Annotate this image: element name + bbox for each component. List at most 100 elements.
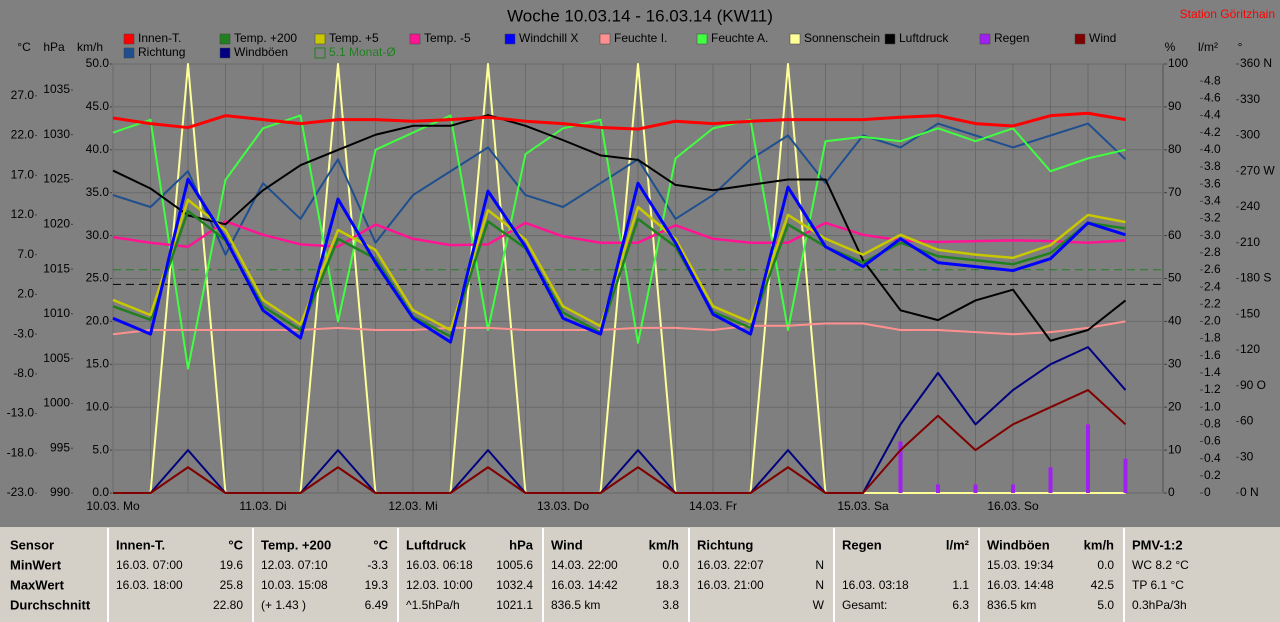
tick-label: 995 <box>50 440 70 454</box>
table-cell: 16.03. 21:00 <box>697 578 764 592</box>
tick-label: 180 S <box>1240 271 1271 285</box>
tick-label: 2.0 <box>17 287 34 301</box>
table-cell: 15.03. 19:34 <box>987 558 1054 572</box>
series-line <box>112 220 1126 248</box>
legend-swatch <box>314 33 326 45</box>
tick-label: 4.0 <box>1204 142 1221 156</box>
tick-label: 2.6 <box>1204 262 1221 276</box>
tick-label: 50.0 <box>86 56 110 70</box>
legend-label: Feuchte A. <box>711 31 768 45</box>
tick-label: 35.0 <box>86 185 110 199</box>
column-header: Richtung <box>697 537 753 552</box>
table-cell: 1021.1 <box>496 598 533 612</box>
column-header: PMV-1:2 <box>1132 537 1183 552</box>
x-tick-label: 11.03. Di <box>239 499 286 513</box>
tick-label: 30 <box>1168 356 1182 370</box>
tick-label: 0 <box>1204 485 1211 499</box>
table-cell: N <box>815 578 824 592</box>
tick-label: 210 <box>1240 235 1260 249</box>
column-header: Temp. +200 <box>261 537 331 552</box>
x-tick-label: 10.03. Mo <box>86 499 140 513</box>
tick-label: 2.0 <box>1204 314 1221 328</box>
axis-label: ° <box>1238 40 1243 54</box>
tick-label: 20.0 <box>86 314 110 328</box>
tick-label: -23.0 <box>7 485 35 499</box>
column-unit: °C <box>373 537 388 552</box>
legend-label: 5.1 Monat-Ø <box>329 45 396 59</box>
legend-label: Sonnenschein <box>804 31 880 45</box>
column-unit: l/m² <box>946 537 970 552</box>
tick-label: 5.0 <box>92 442 109 456</box>
tick-label: -8.0 <box>13 366 34 380</box>
tick-label: -13.0 <box>7 406 35 420</box>
tick-label: 330 <box>1240 92 1260 106</box>
table-cell: 16.03. 07:00 <box>116 558 183 572</box>
chart-title: Woche 10.03.14 - 16.03.14 (KW11) <box>507 6 773 25</box>
legend-swatch <box>123 33 135 45</box>
x-tick-label: 15.03. Sa <box>837 499 889 513</box>
tick-label: 1020 <box>43 216 70 230</box>
axis-label: l/m² <box>1198 40 1218 54</box>
tick-label: 3.2 <box>1204 211 1221 225</box>
legend-label: Innen-T. <box>138 31 181 45</box>
tick-label: 45.0 <box>86 99 110 113</box>
tick-label: 27.0 <box>11 88 35 102</box>
series-line <box>112 320 1126 336</box>
table-cell: 6.49 <box>365 598 389 612</box>
rain-bar <box>936 484 940 493</box>
tick-label: 1.0 <box>1204 399 1221 413</box>
series-line <box>112 122 1127 256</box>
legend-swatch <box>789 33 801 45</box>
tick-label: 0 N <box>1240 485 1259 499</box>
tick-label: 2.4 <box>1204 279 1221 293</box>
table-cell: 16.03. 14:42 <box>551 578 618 592</box>
legend-label: Wind <box>1089 31 1116 45</box>
tick-label: 70 <box>1168 185 1182 199</box>
tick-label: 1.2 <box>1204 382 1221 396</box>
table-cell: 6.3 <box>952 598 969 612</box>
table-cell: 16.03. 22:07 <box>697 558 764 572</box>
rain-bar <box>1048 467 1053 493</box>
axis-label: km/h <box>77 40 103 54</box>
tick-label: 90 O <box>1240 378 1266 392</box>
tick-label: 1.8 <box>1204 331 1221 345</box>
rain-bar <box>973 484 978 493</box>
tick-label: 1.4 <box>1204 365 1221 379</box>
tick-label: 1000 <box>43 396 70 410</box>
row-header: MinWert <box>10 557 62 572</box>
tick-label: 30.0 <box>86 228 110 242</box>
table-cell: 1032.4 <box>496 578 533 592</box>
tick-label: 300 <box>1240 128 1260 142</box>
rain-bar <box>1011 484 1015 493</box>
x-tick-label: 14.03. Fr <box>689 499 737 513</box>
tick-label: 150 <box>1240 306 1260 320</box>
tick-label: -18.0 <box>7 445 35 459</box>
table-cell: 22.80 <box>213 598 243 612</box>
tick-label: 3.8 <box>1204 159 1221 173</box>
table-cell: N <box>815 558 824 572</box>
legend-swatch <box>696 33 708 45</box>
rain-bar <box>1086 424 1090 493</box>
table-cell: 16.03. 18:00 <box>116 578 183 592</box>
x-tick-label: 12.03. Mi <box>388 499 437 513</box>
tick-label: 15.0 <box>86 356 110 370</box>
table-cell: -3.3 <box>367 558 388 572</box>
table-cell: 836.5 km <box>987 598 1036 612</box>
legend-swatch <box>504 33 516 45</box>
table-cell: 5.0 <box>1097 598 1114 612</box>
series-line <box>112 114 1127 342</box>
series-line <box>112 209 1126 338</box>
row-header: Sensor <box>10 537 54 552</box>
tick-label: 60 <box>1168 228 1182 242</box>
tick-label: 40 <box>1168 314 1182 328</box>
table-cell: 10.03. 15:08 <box>261 578 328 592</box>
table-background <box>0 527 1280 622</box>
tick-label: 0 <box>1168 485 1175 499</box>
tick-label: 4.8 <box>1204 73 1221 87</box>
axis-label: hPa <box>43 40 65 54</box>
legend-swatch <box>409 33 421 45</box>
tick-label: 3.4 <box>1204 193 1221 207</box>
row-header: Durchschnitt <box>10 597 91 612</box>
tick-label: 270 W <box>1240 163 1275 177</box>
legend-swatch <box>219 33 231 45</box>
